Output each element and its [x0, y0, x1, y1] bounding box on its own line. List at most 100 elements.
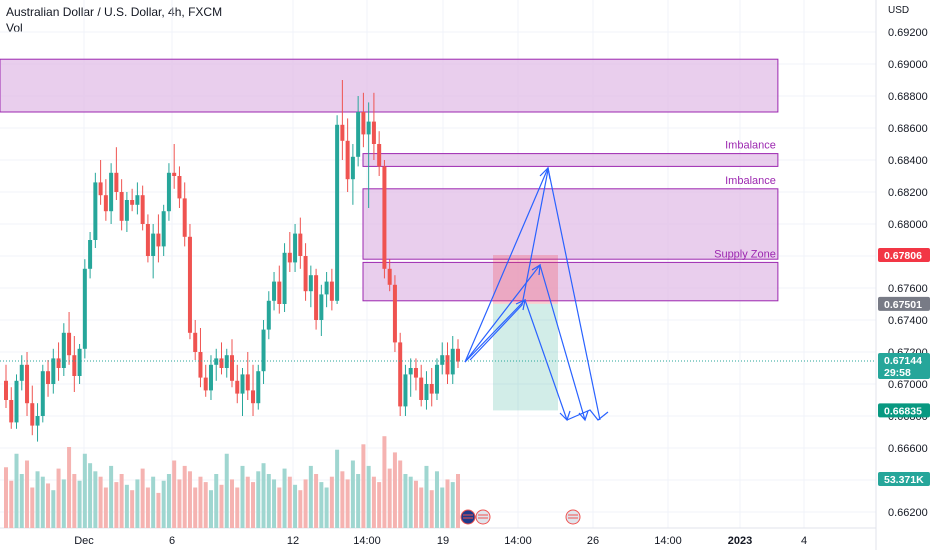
volume-bar	[340, 471, 345, 528]
candle-body	[277, 281, 282, 304]
candle-body	[14, 380, 19, 423]
country-flag-icon	[475, 509, 491, 525]
volume-bar	[82, 453, 87, 528]
volume-bar	[235, 487, 240, 528]
zone-box	[362, 261, 779, 302]
candle-body	[240, 374, 245, 394]
volume-bar	[350, 460, 355, 528]
price-tick-label: 0.67600	[888, 283, 928, 295]
candle-body	[4, 380, 8, 400]
volume-bar	[166, 474, 171, 528]
volume-bar	[245, 476, 250, 528]
candle-body	[371, 121, 376, 144]
candle-countdown-label: 29:58	[884, 367, 911, 379]
take-profit-area	[493, 303, 558, 411]
candle-body	[103, 195, 108, 212]
price-tick-label: 0.68800	[888, 91, 928, 103]
candle-body	[235, 380, 240, 394]
time-tick-label: 14:00	[504, 535, 532, 547]
arrowhead	[578, 410, 589, 422]
candle-body	[287, 252, 292, 263]
volume-bar	[371, 476, 376, 528]
candle-body	[419, 377, 424, 400]
candle-body	[298, 233, 303, 256]
currency-label: USD	[888, 5, 910, 16]
price-tick-label: 0.67000	[888, 379, 928, 391]
time-tick-label: 26	[587, 535, 599, 547]
volume-bar	[277, 487, 282, 528]
time-tick-label: 14:00	[654, 535, 682, 547]
time-tick-label: 12	[287, 535, 299, 547]
candle-body	[440, 355, 445, 365]
volume-bar	[119, 474, 124, 528]
candle-body	[361, 112, 366, 135]
volume-bar	[308, 465, 313, 528]
volume-bar	[61, 479, 66, 528]
country-flag-icon	[460, 509, 476, 525]
candle-body	[314, 275, 319, 320]
volume-bar	[366, 465, 371, 528]
price-tick-label: 0.69200	[888, 27, 928, 39]
candle-body	[345, 140, 350, 180]
last-price-label: 0.67144	[884, 355, 922, 367]
volume-bar	[392, 452, 397, 528]
volume-bar	[88, 463, 93, 528]
zone-label: Imbalance	[725, 175, 776, 187]
volume-bar	[345, 479, 350, 528]
country-flag-icon	[565, 509, 581, 525]
volume-bar	[145, 487, 150, 528]
arrowhead	[539, 166, 551, 180]
volume-bar	[135, 479, 140, 528]
volume-bar	[361, 444, 366, 528]
volume-bar	[293, 484, 298, 528]
candle-body	[61, 332, 66, 368]
volume-bar	[208, 490, 213, 528]
price-tick-label: 0.66200	[888, 507, 928, 519]
last-price-tag	[878, 352, 930, 379]
candle-body	[403, 374, 408, 407]
price-tag	[878, 296, 930, 311]
volume-bar	[103, 487, 108, 528]
candle-body	[40, 371, 45, 416]
projection-arrow-path	[469, 169, 549, 361]
candle-body	[308, 275, 313, 292]
candle-body	[324, 281, 329, 295]
candle-body	[145, 224, 150, 256]
time-tick-label: 6	[169, 535, 175, 547]
chart-title: Australian Dollar / U.S. Dollar, 4h, FXC…	[6, 5, 223, 19]
candle-body	[156, 233, 161, 247]
candle-body	[272, 281, 277, 301]
volume-bar	[324, 487, 329, 528]
volume-bar	[282, 468, 287, 528]
volume-bar	[198, 476, 203, 528]
volume-bar	[329, 476, 334, 528]
volume-bar	[151, 476, 156, 528]
candle-body	[340, 124, 345, 141]
volume-bar	[25, 460, 30, 528]
candle-body	[377, 144, 382, 167]
volume-bar	[214, 474, 219, 528]
volume-tag-label: 53.371K	[884, 474, 924, 486]
volume-tag	[878, 472, 930, 486]
volume-bar	[98, 476, 103, 528]
volume-bar	[419, 487, 424, 528]
candle-body	[30, 403, 35, 426]
candle-body	[434, 364, 439, 394]
candle-body	[177, 176, 182, 199]
candle-body	[366, 121, 371, 135]
candle-body	[114, 172, 119, 192]
stop-loss-area	[493, 255, 558, 304]
candle-body	[46, 371, 51, 384]
price-tag-label: 0.67501	[884, 299, 922, 311]
candle-body	[256, 371, 261, 404]
volume-bar	[382, 436, 387, 528]
volume-bar	[193, 487, 198, 528]
zone-box	[362, 188, 779, 260]
volume-bar	[266, 474, 271, 528]
candle-body	[151, 233, 156, 256]
volume-bar	[434, 471, 439, 528]
volume-bar	[219, 484, 224, 528]
volume-bar	[67, 447, 72, 528]
volume-bar	[230, 479, 234, 528]
